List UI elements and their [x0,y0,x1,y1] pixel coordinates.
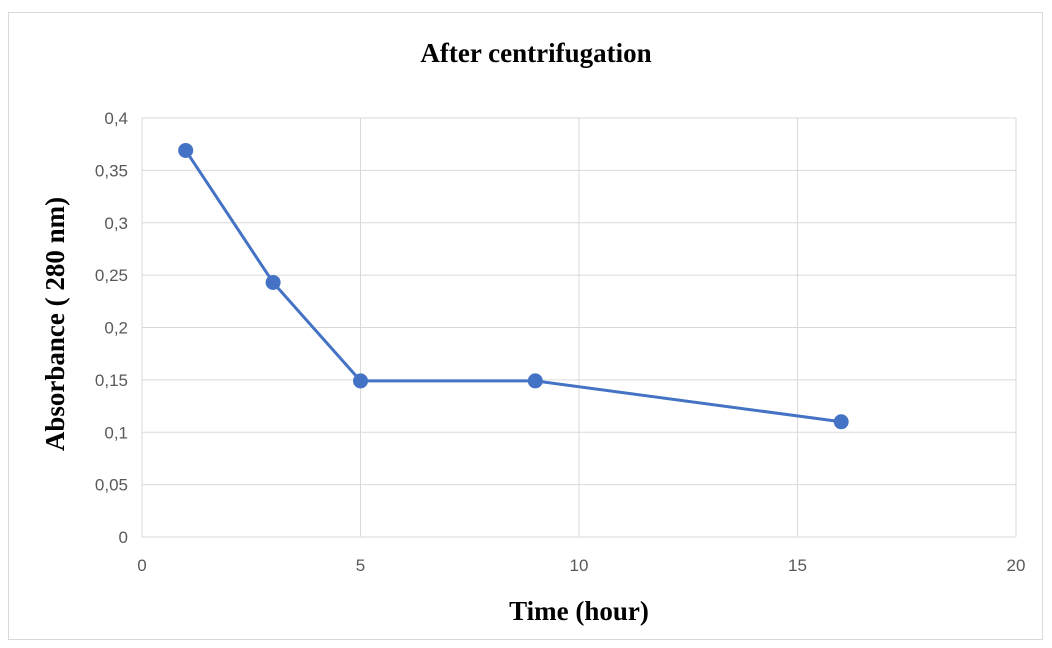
x-tick-label: 0 [137,556,146,575]
x-tick-label: 20 [1007,556,1026,575]
y-tick-label: 0,2 [104,319,128,338]
data-point [833,414,849,430]
y-tick-label: 0,1 [104,423,128,442]
chart-frame [8,12,1043,640]
data-point [178,142,194,158]
x-tick-label: 15 [788,556,807,575]
x-axis-title: Time (hour) [509,596,649,626]
y-tick-label: 0,3 [104,214,128,233]
x-tick-label: 10 [570,556,589,575]
data-point [527,373,543,389]
x-tick-label: 5 [356,556,365,575]
y-tick-label: 0,05 [95,476,128,495]
series-line [184,149,842,424]
chart-title: After centrifugation [420,38,651,68]
y-tick-label: 0,35 [95,161,128,180]
y-axis-title: Absorbance ( 280 nm) [40,197,70,451]
grid [141,117,1017,538]
data-point [265,274,281,290]
y-tick-label: 0,25 [95,266,128,285]
y-tick-label: 0 [119,528,128,547]
y-tick-label: 0,15 [95,371,128,390]
x-tick-labels: 0 5 10 15 20 [137,556,1025,575]
y-tick-label: 0,4 [104,109,128,128]
series [178,142,849,430]
y-tick-labels: 0 0,05 0,1 0,15 0,2 0,25 0,3 0,35 0,4 [95,109,128,547]
data-point [353,373,368,389]
